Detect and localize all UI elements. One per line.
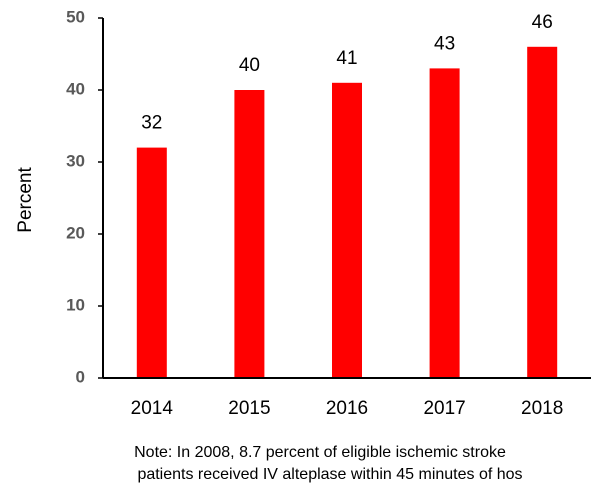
y-tick-label: 50 [66,7,85,26]
data-label: 40 [239,55,260,76]
bar [429,68,460,379]
bar [332,82,362,379]
y-tick-label: 0 [76,367,85,386]
x-tick-label: 2014 [131,398,174,419]
data-label: 32 [141,113,162,134]
note: patients received IV alteplase within 45… [137,466,522,483]
bar [527,46,558,379]
x-tick-label: 2018 [521,398,563,419]
y-tick-label: 30 [66,151,85,170]
bar [136,147,167,378]
y-axis-label: Percent [15,167,36,233]
bar [234,90,265,378]
x-tick-label: 2016 [326,398,368,419]
y-tick-label: 10 [66,295,85,314]
y-tick-label: 20 [66,223,85,242]
note: Note: In 2008, 8.7 percent of eligible i… [134,444,506,461]
x-tick-label: 2015 [228,398,270,419]
data-label: 46 [532,12,553,33]
data-label: 43 [434,33,455,54]
y-tick-label: 40 [66,79,85,98]
x-tick-label: 2017 [423,398,465,419]
data-label: 41 [336,48,357,69]
